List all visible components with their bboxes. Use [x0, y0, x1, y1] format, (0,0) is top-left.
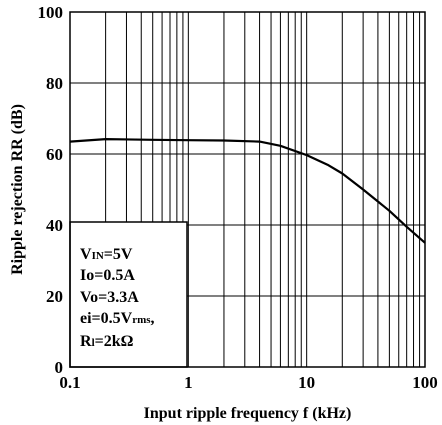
x-tick-label: 10: [298, 373, 315, 392]
grid: [70, 11, 425, 368]
plot-frame: [69, 11, 426, 368]
y-tick-label: 60: [46, 145, 63, 164]
y-axis-label: Ripple rejection RR (dB): [9, 104, 26, 275]
condition-vo: Vo=3.3A: [80, 289, 139, 306]
x-axis-label: Input ripple frequency f (kHz): [144, 405, 352, 422]
series-layer: [69, 138, 426, 244]
condition-rl: Rl=2kΩ: [80, 333, 134, 350]
tick-labels: 0.1 1 10 100 0 20 40 60 80 100: [38, 3, 438, 392]
y-tick-label: 40: [46, 216, 63, 235]
condition-ei: ei=0.5Vrms,: [80, 310, 155, 327]
condition-vin: VIN=5V: [80, 246, 133, 263]
y-tick-label: 0: [55, 358, 64, 377]
conditions-box-frame: [69, 221, 188, 368]
x-tick-label: 1: [184, 373, 193, 392]
y-tick-label: 20: [46, 287, 63, 306]
x-tick-label: 0.1: [59, 373, 80, 392]
y-tick-label: 100: [38, 3, 64, 22]
ripple-rejection-line: [69, 138, 426, 244]
conditions-box: VIN=5V Io=0.5A Vo=3.3A ei=0.5Vrms, Rl=2k…: [69, 221, 188, 368]
y-tick-label: 80: [46, 74, 63, 93]
x-tick-label: 100: [412, 373, 438, 392]
condition-io: Io=0.5A: [80, 267, 135, 284]
